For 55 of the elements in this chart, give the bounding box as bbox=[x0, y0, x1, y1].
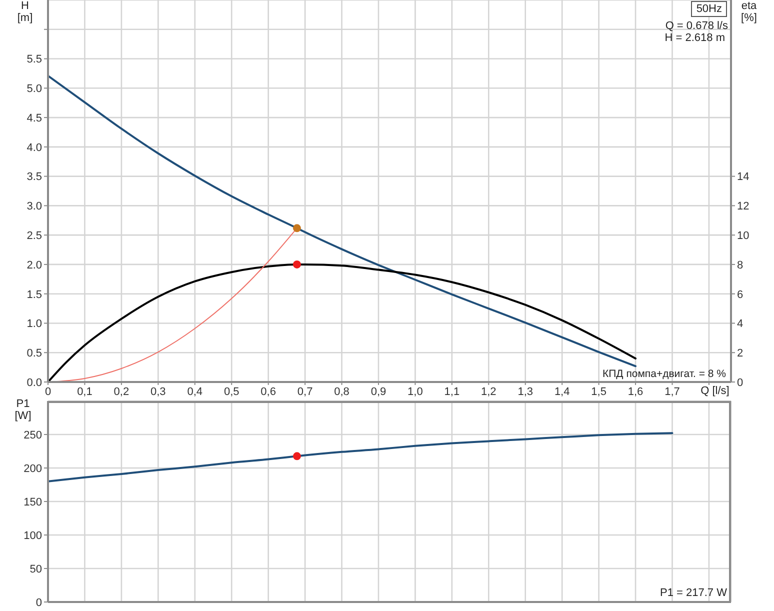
annotation: H = 2.618 m bbox=[664, 32, 725, 44]
y-tick-label: 0 bbox=[36, 596, 42, 609]
y-tick-label: 100 bbox=[24, 530, 42, 542]
annotation: P1 = 217.7 W bbox=[660, 587, 727, 599]
x-tick-label: 0,3 bbox=[150, 386, 166, 398]
x-tick-label: 0,6 bbox=[260, 386, 276, 398]
y2-tick-label: 14 bbox=[737, 171, 750, 184]
y-tick-label: 1.5 bbox=[26, 288, 42, 301]
y-axis-title: H [m] bbox=[16, 0, 34, 24]
y2-axis-title: eta [%] bbox=[740, 0, 758, 24]
x-tick-label: 0,8 bbox=[334, 386, 350, 398]
x-tick-label: 0,7 bbox=[297, 386, 313, 398]
y-tick-label: 1.0 bbox=[26, 318, 42, 330]
y-axis-title: P1 [W] bbox=[14, 398, 32, 422]
y-tick-label: 200 bbox=[24, 462, 42, 475]
y-tick-label: 3.0 bbox=[26, 200, 42, 213]
y2-tick-label: 12 bbox=[737, 200, 750, 213]
x-tick-label: 1,3 bbox=[518, 386, 534, 398]
y2-tick-label: 6 bbox=[737, 288, 744, 301]
x-tick-label: 0,5 bbox=[224, 386, 240, 398]
y-tick-label: 4.5 bbox=[26, 112, 42, 124]
x-tick-label: 1,7 bbox=[664, 386, 680, 398]
line-series bbox=[48, 432, 674, 482]
y2-tick-label: 4 bbox=[737, 318, 744, 330]
y-tick-label: 0.5 bbox=[26, 348, 42, 360]
y2-tick-label: 8 bbox=[737, 259, 744, 272]
x-tick-label: 1,6 bbox=[628, 386, 644, 398]
annotation: Q = 0.678 l/s bbox=[665, 20, 728, 32]
y-tick-label: 2.0 bbox=[26, 259, 42, 272]
y-tick-label: 150 bbox=[24, 496, 42, 508]
y-tick-label: 0.0 bbox=[26, 376, 42, 389]
y2-tick-label: 2 bbox=[737, 348, 744, 360]
annotation: КПД помпа+двигат. = 8 % bbox=[602, 368, 726, 380]
x-tick-label: 0,9 bbox=[370, 386, 386, 398]
y-tick-label: 4.0 bbox=[26, 142, 42, 154]
y-tick-label: 3.5 bbox=[26, 171, 42, 184]
x-tick-label: 1,2 bbox=[480, 386, 496, 398]
x-axis-title: Q [l/s] bbox=[700, 385, 730, 397]
y2-tick-label: 0 bbox=[737, 376, 744, 389]
x-tick-label: 1,1 bbox=[444, 386, 460, 398]
x-tick-label: 1,5 bbox=[591, 386, 606, 398]
annotation: 50Hz bbox=[691, 1, 727, 17]
line-series bbox=[48, 74, 637, 368]
y-tick-label: 2.5 bbox=[26, 230, 42, 242]
x-tick-label: 0,1 bbox=[77, 386, 92, 398]
x-tick-label: 0,2 bbox=[114, 386, 130, 398]
y-tick-label: 5.0 bbox=[26, 83, 42, 96]
x-tick-label: 1,4 bbox=[554, 386, 570, 398]
y-tick-label: 50 bbox=[30, 563, 42, 576]
y2-tick-label: 10 bbox=[737, 230, 750, 242]
y-tick-label: 5.5 bbox=[26, 54, 42, 66]
x-tick-label: 0 bbox=[44, 386, 52, 398]
x-tick-label: 1,0 bbox=[408, 386, 423, 398]
x-tick-label: 0,4 bbox=[187, 386, 203, 398]
y-tick-label: 250 bbox=[24, 429, 42, 442]
